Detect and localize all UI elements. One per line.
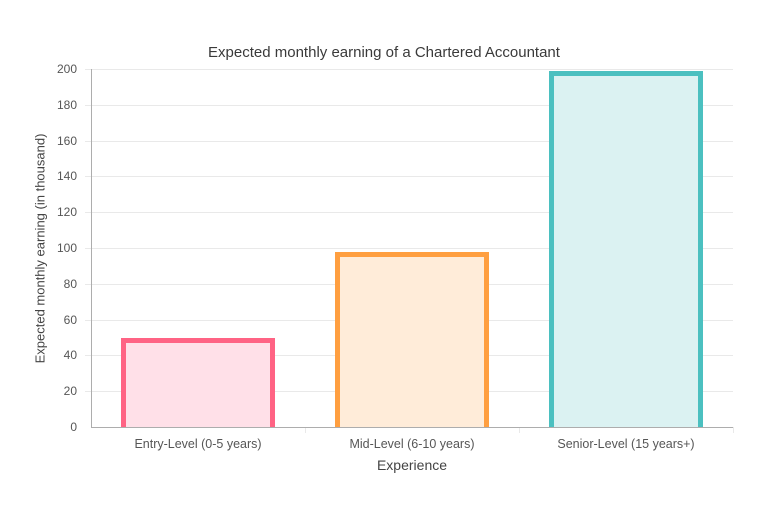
x-boundary-tick (733, 427, 734, 433)
y-gridline (85, 212, 733, 214)
y-tick-label: 80 (63, 276, 77, 291)
x-boundary-tick (519, 427, 520, 433)
x-axis-title: Experience (376, 457, 448, 473)
x-axis-line (91, 427, 733, 428)
x-tick-label: Entry-Level (0-5 years) (134, 437, 262, 451)
y-tick-label: 160 (56, 133, 77, 148)
y-tick-label: 20 (63, 384, 77, 399)
y-gridline (85, 176, 733, 178)
y-tick-label: 200 (56, 62, 77, 76)
y-tick-label: 180 (56, 97, 77, 112)
y-gridline (85, 69, 733, 70)
y-gridline (85, 248, 733, 249)
bar-entry-level[interactable] (121, 337, 275, 427)
chart-title: Expected monthly earning of a Chartered … (208, 44, 560, 61)
x-tick-label: Mid-Level (6-10 years) (349, 437, 475, 451)
bar-senior-level[interactable] (549, 70, 703, 427)
y-tick-label: 60 (63, 312, 77, 327)
bar-mid-level[interactable] (335, 251, 489, 427)
y-gridline (85, 104, 733, 106)
y-tick-label: 120 (56, 205, 77, 220)
y-tick-label: 0 (70, 420, 77, 434)
y-tick-label: 140 (56, 169, 77, 184)
y-gridline (85, 140, 733, 142)
x-tick-label: Senior-Level (15 years+) (557, 437, 695, 451)
x-boundary-tick (305, 427, 306, 433)
y-tick-label: 100 (56, 241, 77, 255)
y-tick-label: 40 (63, 348, 77, 363)
y-axis-line (91, 69, 92, 427)
